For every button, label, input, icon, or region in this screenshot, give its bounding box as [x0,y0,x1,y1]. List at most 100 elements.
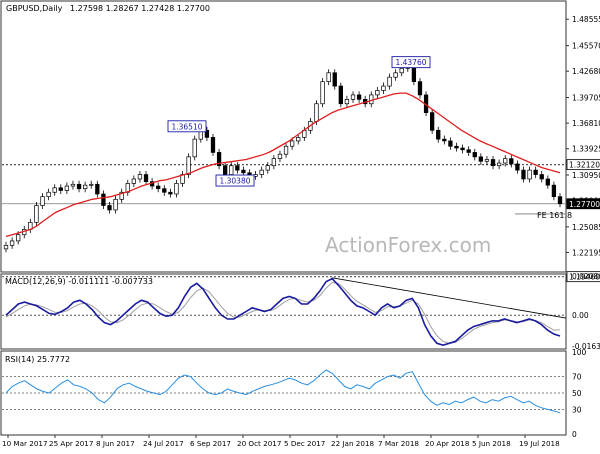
price-candle-body [381,85,386,91]
price-level-box-label: 1.36510 [171,122,202,131]
price-candle-body [320,81,325,105]
price-y-tick-label: 1.22195 [572,248,600,257]
price-candle-body [417,81,423,96]
price-y-tick-label: 1.48555 [572,15,600,24]
price-candle-body [283,145,289,155]
x-axis-tick-label: 5 Dec 2017 [284,439,325,448]
price-candle-body [259,169,264,175]
price-candle-body [64,185,70,191]
price-candle-body [314,103,319,122]
price-candle-body [3,244,9,250]
level-axis-label: 1.32120 [569,161,600,170]
price-candle-body [174,183,179,195]
price-candle-body [34,205,39,223]
price-candle-body [460,147,465,151]
price-candle-body [107,205,112,211]
price-candle-body [70,183,76,187]
rsi-y-tick-label: 50 [572,389,582,398]
price-candle-body [216,152,222,167]
price-candle-body [466,149,471,153]
price-candle-body [296,137,301,142]
label-layer: 1.48555 1.45570 1.42680 1.39705 1.36810 1.339… [2,15,600,448]
rsi-panel-title: RSI(14) 25.7772 [5,355,70,364]
x-axis-tick-label: 24 Jul 2017 [143,439,184,448]
price-candle-body [454,145,459,149]
x-axis-tick-label: 20 Apr 2018 [425,439,470,448]
price-candle-body [223,165,228,175]
price-candle-body [527,169,532,180]
price-candle-body [137,174,143,180]
price-panel-frame [0,0,567,273]
price-candle-body [533,169,538,175]
price-candle-body [156,185,161,190]
price-candle-body [369,94,374,105]
level-axis-box [566,271,600,283]
x-axis-tick-label: 10 Mar 2017 [2,439,48,448]
price-candle-body [143,174,149,182]
price-candle-body [430,112,435,131]
rsi-y-tick-label: 30 [572,405,582,414]
level-axis-label: 1.27700 [569,200,600,209]
price-candle-body [82,184,88,190]
price-y-tick-label: 1.36810 [572,119,600,128]
price-candle-body [539,174,544,180]
x-axis-tick-label: 25 Apr 2017 [49,439,93,448]
price-y-tick-label: 1.42680 [572,67,600,76]
price-level-box-label: 1.43760 [395,58,426,67]
price-candle-body [186,156,191,175]
price-candle-body [551,184,557,198]
grid-layer [2,18,569,438]
macd-trend-line [332,277,567,319]
rsi-y-tick-label: 100 [572,348,587,357]
x-axis-tick-label: 7 Mar 2018 [378,439,419,448]
price-candle-body [509,158,514,165]
price-candle-body [89,183,94,186]
price-candle-body [210,137,216,153]
level-axis-box [566,198,600,210]
price-level-box-label: 1.30380 [219,177,250,186]
price-candle-body [503,158,508,164]
price-y-tick-label: 1.39705 [572,94,600,103]
price-candle-body [192,138,197,158]
price-candle-body [131,178,136,184]
price-y-tick-label: 1.30950 [572,171,600,180]
price-candle-body [375,90,380,96]
price-candle-body [448,140,453,147]
price-y-tick-label: 1.25085 [572,223,600,232]
price-y-tick-label: 1.33925 [572,145,600,154]
price-candle-body [46,191,51,198]
price-candle-body [241,169,246,174]
price-candle-body [16,234,21,242]
level-axis-box [566,159,600,171]
price-level-box [391,56,431,69]
price-candle-body [40,196,45,206]
price-panel-title: GBPUSD,Daily [6,4,63,13]
rsi-y-tick-label: 70 [572,373,582,382]
price-candle-body [350,94,356,100]
series-layer [3,58,567,414]
price-candle-body [229,165,234,175]
price-candle-body [338,85,343,105]
rsi-y-tick-label: 0 [572,430,577,439]
price-candle-body [387,76,392,87]
x-axis-tick-label: 19 Jul 2018 [519,439,560,448]
price-candle-body [95,183,100,195]
price-candle-body [101,193,106,206]
x-axis-tick-label: 20 Oct 2017 [237,439,281,448]
price-candle-body [326,72,331,82]
price-candle-body [521,169,526,180]
price-candle-body [356,94,362,100]
macd-signal-line [5,281,561,344]
price-candle-body [58,187,63,191]
macd-y-tick-label: -0.016357 [572,342,600,351]
price-candle-body [204,129,210,138]
macd-panel-title: MACD(12,26,9) -0.011111 -0.007733 [5,277,153,286]
price-level-box [167,120,207,133]
macd-panel-frame [0,273,567,350]
price-candle-body [235,165,240,171]
price-candle-body [52,187,57,193]
price-candle-body [436,129,441,140]
fe-label: FE 161.8 [537,211,572,220]
price-candle-body [332,72,337,87]
